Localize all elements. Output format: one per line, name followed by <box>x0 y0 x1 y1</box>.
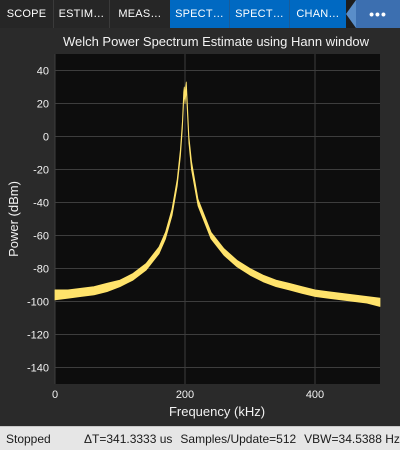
y-tick-label: 20 <box>37 99 49 111</box>
plot-axes <box>55 54 380 384</box>
x-axis-ticks: 0 200 400 <box>52 389 324 401</box>
tab-label: MEAS… <box>118 8 162 20</box>
delta-t-readout: ΔT=341.3333 us <box>84 431 173 446</box>
more-tabs-button[interactable]: ••• <box>356 0 400 28</box>
y-tick-label: -60 <box>33 231 49 243</box>
grid-lines <box>54 54 380 384</box>
tab-estimation[interactable]: ESTIM… <box>54 0 110 28</box>
y-tick-label: 0 <box>43 132 49 144</box>
y-tick-label: -140 <box>27 363 49 375</box>
spectrum-trace <box>54 81 381 307</box>
tab-spectrum[interactable]: SPECT… <box>170 0 230 28</box>
vbw-readout: VBW=34.5388 Hz <box>304 431 400 446</box>
y-tick-label: 40 <box>37 66 49 78</box>
x-tick-label: 400 <box>306 389 324 401</box>
y-tick-label: -40 <box>33 198 49 210</box>
spectrum-plot-panel: Welch Power Spectrum Estimate using Hann… <box>0 28 400 426</box>
collapse-arrow-icon[interactable] <box>346 0 356 28</box>
x-tick-label: 0 <box>52 389 58 401</box>
y-axis-ticks: 40 20 0 -20 -40 -60 -80 -100 -120 -140 <box>27 66 49 375</box>
tab-label: CHAN… <box>296 8 340 20</box>
samples-per-update-readout: Samples/Update=512 <box>180 431 297 446</box>
scope-state: Stopped <box>6 431 51 446</box>
tab-spectrogram[interactable]: SPECT… <box>230 0 290 28</box>
tab-label: SCOPE <box>6 8 47 20</box>
tab-scope[interactable]: SCOPE <box>0 0 54 28</box>
tab-label: ESTIM… <box>58 8 105 20</box>
toolstrip: SCOPE ESTIM… MEAS… SPECT… SPECT… CHAN… •… <box>0 0 400 28</box>
x-tick-label: 200 <box>176 389 194 401</box>
y-tick-label: -20 <box>33 165 49 177</box>
tab-measurements[interactable]: MEAS… <box>110 0 170 28</box>
x-axis-label: Frequency (kHz) <box>169 404 265 419</box>
y-tick-label: -100 <box>27 297 49 309</box>
status-bar: Stopped ΔT=341.3333 us Samples/Update=51… <box>0 426 400 450</box>
spectrum-chart[interactable]: Welch Power Spectrum Estimate using Hann… <box>0 28 400 426</box>
y-tick-label: -80 <box>33 264 49 276</box>
chart-title: Welch Power Spectrum Estimate using Hann… <box>63 34 370 49</box>
ellipsis-icon: ••• <box>369 6 387 22</box>
tab-label: SPECT… <box>235 8 284 20</box>
tab-channel-measurements[interactable]: CHAN… <box>290 0 346 28</box>
y-tick-label: -120 <box>27 330 49 342</box>
tab-label: SPECT… <box>175 8 224 20</box>
y-axis-label: Power (dBm) <box>6 181 21 257</box>
toolstrip-overflow: ••• <box>346 0 400 28</box>
